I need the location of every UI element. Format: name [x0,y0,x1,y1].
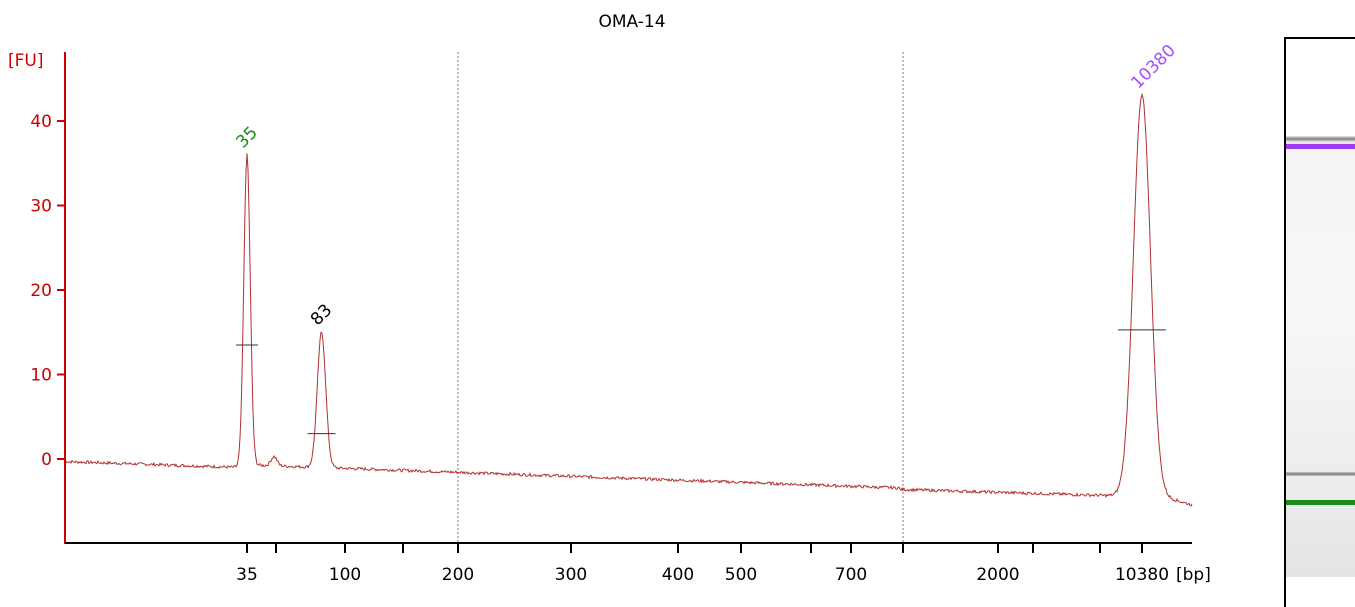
peak-label-35: 35 [232,123,261,152]
y-tick-label-30: 30 [30,197,52,217]
gridlines [457,52,904,543]
y-tick-label-0: 0 [41,450,52,470]
x-tick-label-300: 300 [555,565,587,585]
x-tick-label-200: 200 [442,565,474,585]
peak-labels: 35 83 10380 [232,41,1180,435]
x-tick-label-2000: 2000 [976,565,1019,585]
y-tick-label-20: 20 [30,281,52,301]
x-tick-label-100: 100 [329,565,361,585]
peak-label-83: 83 [307,300,336,329]
gel-lane [1286,136,1355,577]
gel-band-upper-marker [1286,144,1355,149]
x-tick-label-500: 500 [725,565,757,585]
signal-trace [64,92,1193,507]
x-tick-label-10380: 10380 [1115,565,1169,585]
gel-band-lower-shadow [1286,472,1355,476]
y-tick-label-40: 40 [30,112,52,132]
x-tick-label-700: 700 [835,565,867,585]
y-ticks: 0 10 20 30 40 [30,112,65,470]
trace-layer [64,92,1193,507]
x-tick-label-35: 35 [236,565,258,585]
x-ticks: 35 100 200 300 400 500 700 2000 10380 [236,543,1169,585]
gel-band-lower-marker [1286,500,1355,505]
y-axis-label: [FU] [8,51,44,71]
x-tick-label-400: 400 [662,565,694,585]
x-axis-label: [bp] [1176,565,1211,585]
axes [64,52,1192,544]
gel-band-upper-shadow [1286,137,1355,141]
y-tick-label-10: 10 [30,366,52,386]
peak-label-10380: 10380 [1127,41,1179,93]
chart-title: OMA-14 [598,12,665,32]
electropherogram-chart: OMA-14 [FU] [bp] 0 10 20 30 40 35 100 200 300 40… [8,12,1211,585]
gel-image [1284,37,1355,607]
